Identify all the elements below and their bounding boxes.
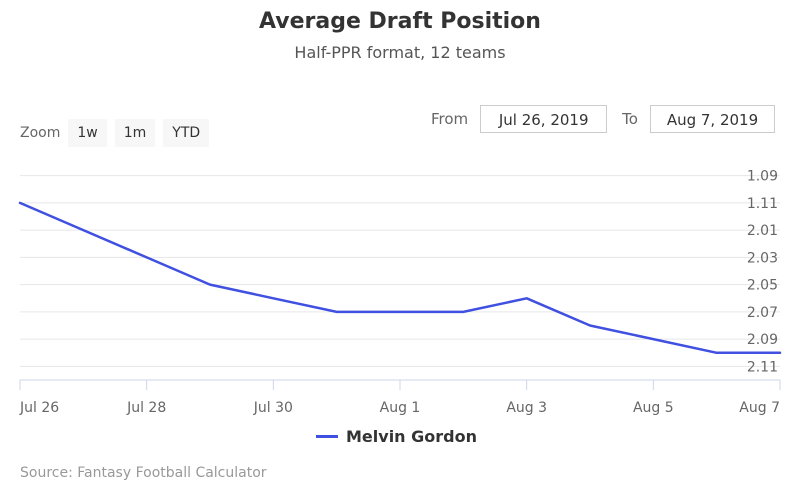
x-axis-labels: Jul 26 Jul 28 Jul 30 Aug 1 Aug 3 Aug 5 Aug 7 [19,400,780,416]
x-tick-label: Jul 28 [126,400,166,416]
from-label: From [431,110,469,128]
zoom-1m-button[interactable]: 1m [114,119,156,147]
y-tick-label: 2.05 [747,278,778,294]
x-tick-label: Aug 3 [506,400,547,416]
series-layer [18,201,782,355]
zoom-ytd-button[interactable]: YTD [163,119,210,147]
chart-subtitle: Half-PPR format, 12 teams [294,43,506,62]
series-line-melvin-gordon [18,201,782,355]
y-tick-label: 1.11 [747,196,778,212]
legend-item-melvin-gordon[interactable]: Melvin Gordon [316,427,477,446]
x-tick-label: Aug 5 [633,400,674,416]
zoom-1w-button[interactable]: 1w [68,119,107,147]
zoom-label: Zoom [20,125,61,141]
y-axis-labels: 1.09 1.11 2.01 2.03 2.05 2.07 2.09 2.11 [747,169,778,376]
legend-swatch [316,435,338,438]
zoom-controls: Zoom 1w 1m YTD [20,119,217,147]
y-tick-label: 2.07 [747,305,778,321]
x-tick-label: Jul 30 [253,400,293,416]
x-tick-label: Aug 1 [380,400,421,416]
to-date-input[interactable]: Aug 7, 2019 [649,105,775,133]
y-tick-label: 2.01 [747,223,778,239]
to-label: To [622,110,638,128]
legend-label: Melvin Gordon [346,427,477,446]
date-range-selector: From Jul 26, 2019 To Aug 7, 2019 [431,104,775,134]
x-tick-label: Jul 26 [19,400,59,416]
grid-lines [20,175,780,367]
y-tick-label: 2.11 [747,359,778,375]
from-date-input[interactable]: Jul 26, 2019 [480,105,608,133]
chart-title: Average Draft Position [259,9,541,34]
x-tick-label: Aug 7 [739,400,780,416]
y-tick-label: 1.09 [747,169,778,185]
source-credit: Source: Fantasy Football Calculator [20,465,267,481]
x-axis [19,379,781,390]
y-tick-label: 2.09 [747,332,778,348]
y-tick-label: 2.03 [747,250,778,266]
